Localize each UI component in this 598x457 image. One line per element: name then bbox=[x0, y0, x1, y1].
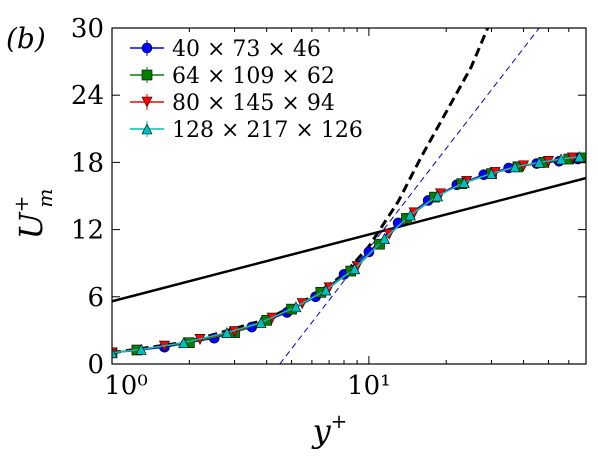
data-point bbox=[135, 343, 147, 355]
y-tick-label: 12 bbox=[71, 216, 104, 246]
data-point bbox=[432, 190, 444, 202]
legend-marker bbox=[141, 42, 153, 54]
data-point bbox=[363, 246, 375, 258]
legend-label: 128 × 217 × 126 bbox=[172, 118, 363, 143]
reference-lines bbox=[112, 28, 586, 364]
x-tick-label: 10¹ bbox=[347, 371, 391, 401]
legend-marker bbox=[141, 96, 153, 108]
legend-entry-1: 40 × 73 × 46 bbox=[130, 37, 321, 62]
data-series bbox=[112, 151, 586, 359]
data-point bbox=[458, 176, 470, 188]
y-tick-label: 6 bbox=[87, 283, 104, 313]
data-point bbox=[555, 153, 567, 165]
data-point bbox=[320, 284, 332, 296]
legend-marker bbox=[141, 123, 153, 135]
y-tick-label: 24 bbox=[71, 81, 104, 111]
legend-label: 80 × 145 × 94 bbox=[172, 91, 335, 116]
reference-line-3 bbox=[279, 28, 540, 364]
legend-marker bbox=[141, 69, 153, 81]
data-point bbox=[533, 156, 545, 168]
data-point bbox=[255, 316, 267, 328]
legend-label: 64 × 109 × 62 bbox=[172, 64, 335, 89]
legend-entry-2: 64 × 109 × 62 bbox=[130, 64, 335, 89]
plot-frame bbox=[111, 27, 587, 365]
legend-entry-4: 128 × 217 × 126 bbox=[130, 118, 363, 143]
series-line-3 bbox=[112, 157, 573, 354]
series-3 bbox=[112, 152, 578, 359]
reference-line-2 bbox=[112, 28, 490, 355]
series-4 bbox=[112, 151, 585, 359]
data-point bbox=[112, 347, 118, 359]
panel-label: (b) bbox=[6, 22, 46, 55]
reference-line-1 bbox=[112, 176, 586, 303]
data-point bbox=[178, 337, 190, 349]
y-axis-label: U+m bbox=[9, 189, 57, 240]
series-line-1 bbox=[112, 158, 578, 354]
data-point bbox=[349, 263, 361, 275]
axis-ticks: 0 6 12 18 24 30 10⁰ 10¹ bbox=[71, 14, 587, 401]
series-1 bbox=[112, 153, 584, 359]
data-point bbox=[221, 326, 233, 338]
series-2 bbox=[112, 152, 586, 359]
y-tick-label: 30 bbox=[71, 14, 104, 44]
data-point bbox=[485, 167, 497, 179]
series-line-4 bbox=[112, 156, 580, 354]
data-point bbox=[379, 232, 390, 244]
data-point bbox=[509, 161, 521, 173]
y-tick-label: 0 bbox=[87, 350, 104, 380]
data-point bbox=[404, 209, 416, 221]
legend-label: 40 × 73 × 46 bbox=[172, 37, 321, 62]
x-tick-label: 10⁰ bbox=[104, 371, 148, 401]
y-tick-label: 18 bbox=[71, 148, 104, 178]
series-line-2 bbox=[112, 157, 583, 354]
data-point bbox=[290, 301, 302, 313]
legend-entry-3: 80 × 145 × 94 bbox=[130, 91, 335, 116]
data-point bbox=[573, 151, 585, 163]
x-axis-label: y+ bbox=[311, 409, 348, 450]
